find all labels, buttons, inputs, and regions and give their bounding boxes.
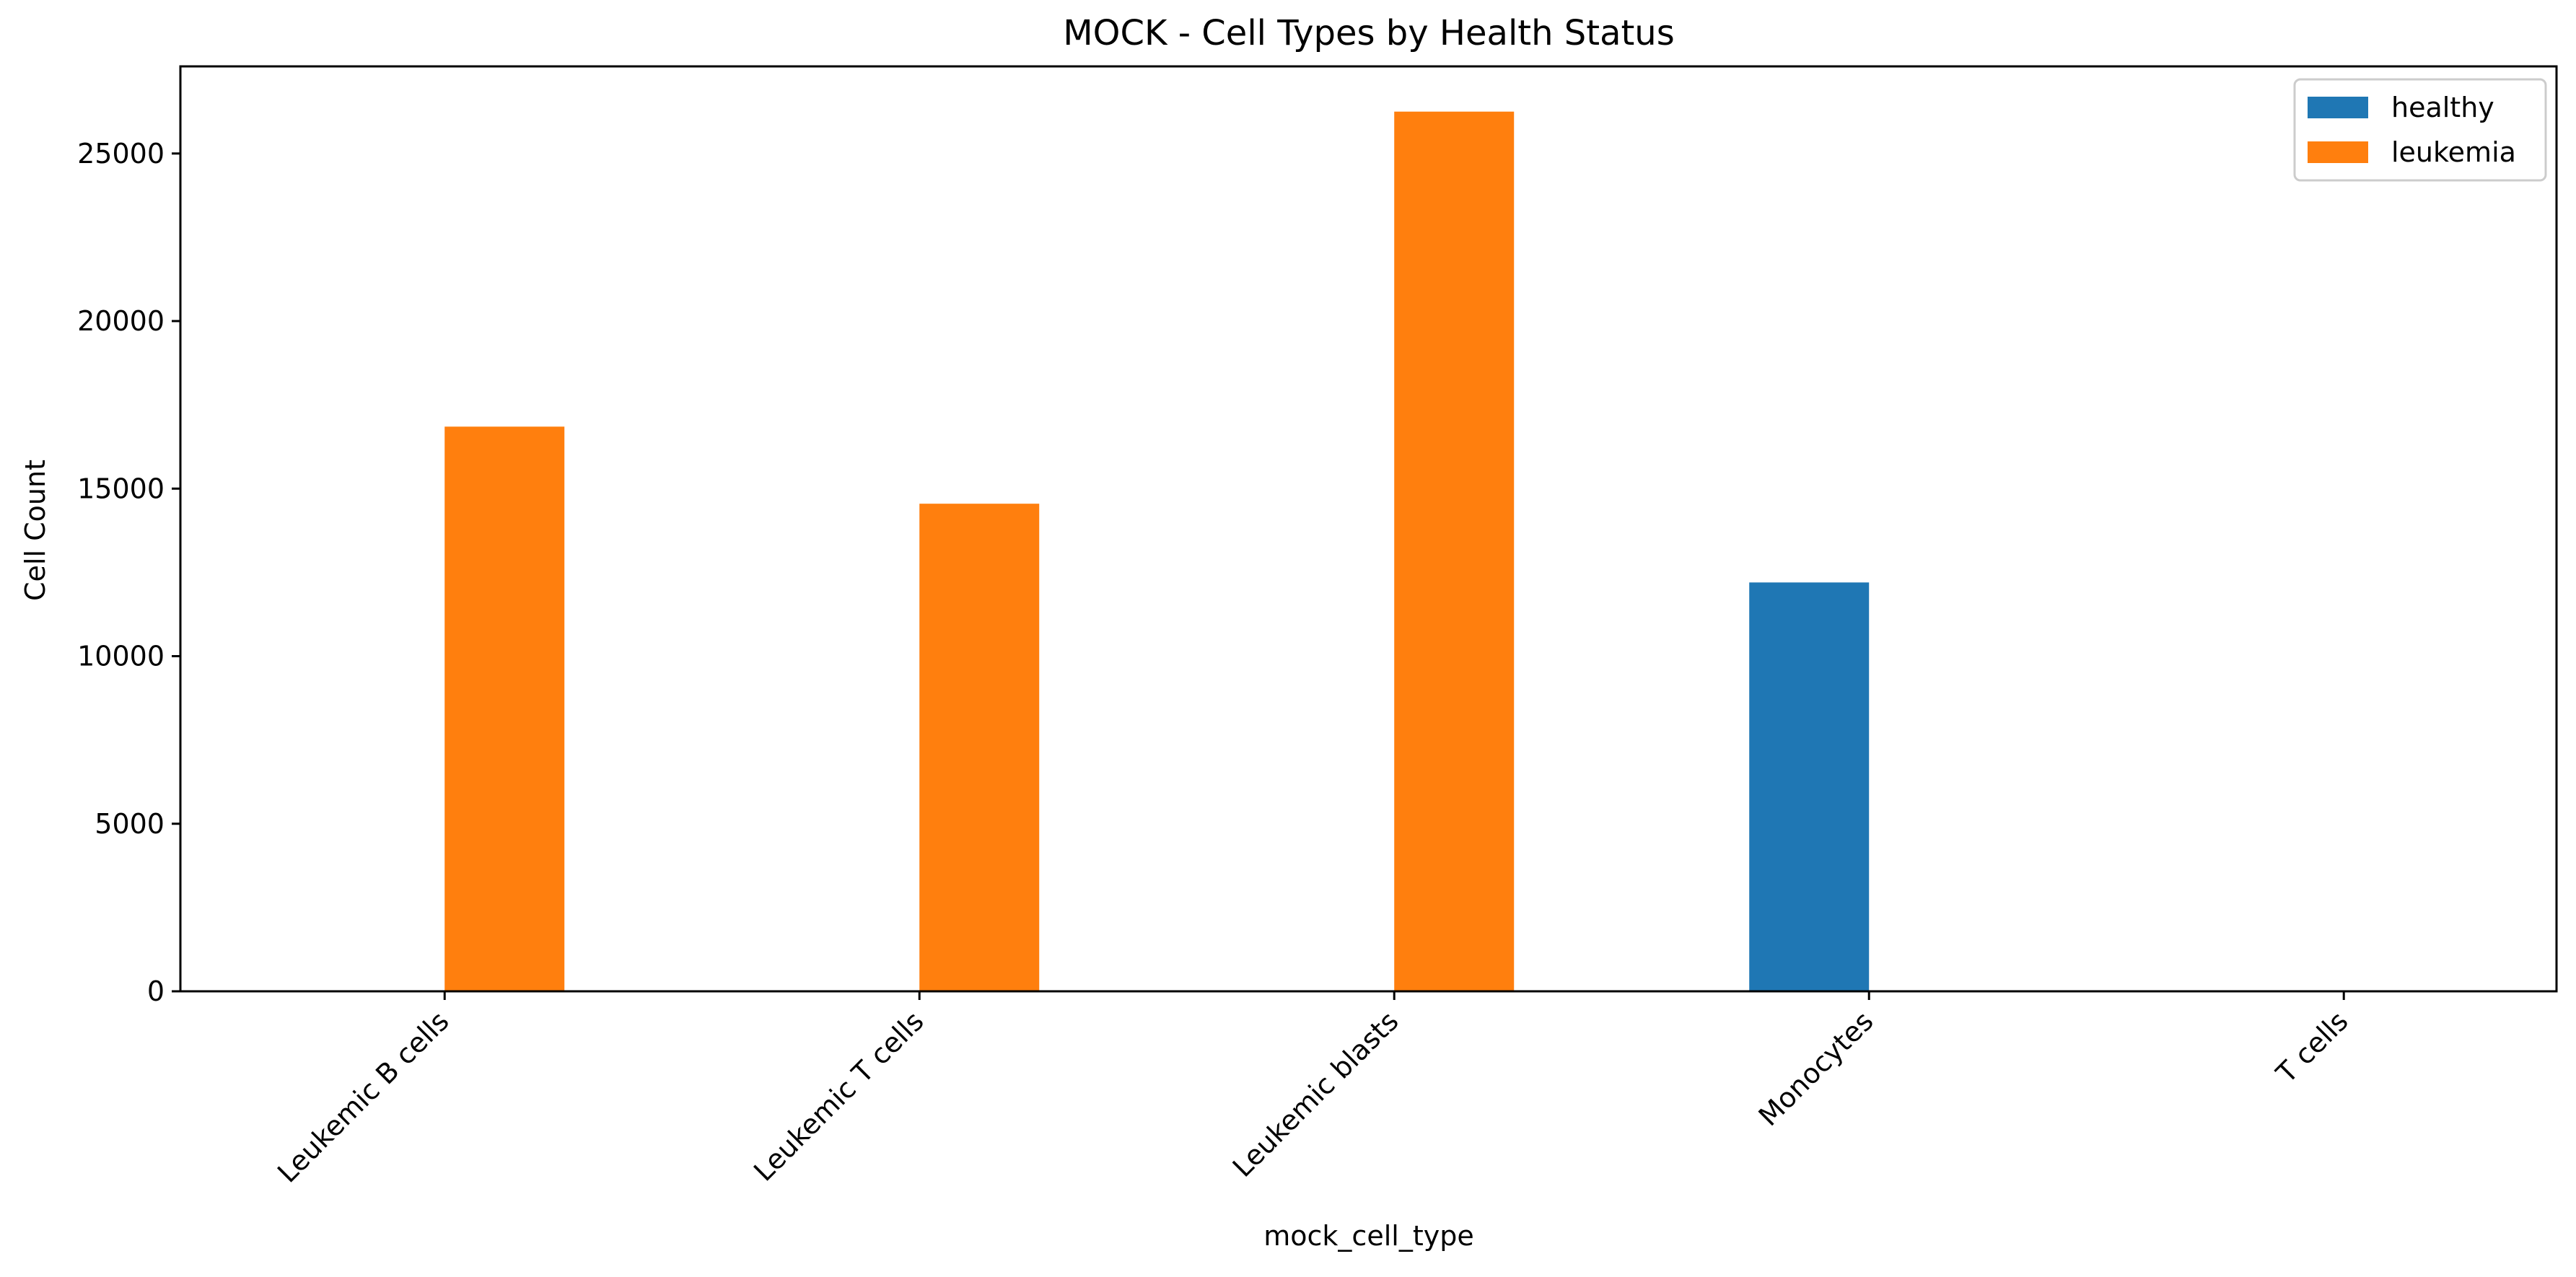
y-tick-label: 25000 <box>77 138 165 170</box>
bar-leukemia-1 <box>919 504 1040 991</box>
x-axis-label: mock_cell_type <box>1263 1220 1473 1252</box>
legend: healthy leukemia <box>2293 78 2547 182</box>
y-tick-label: 10000 <box>77 641 165 672</box>
y-ticks-group: 0 5000 10000 15000 20000 25000 <box>77 138 180 1007</box>
legend-swatch-leukemia <box>2308 141 2368 163</box>
bar-healthy-3 <box>1749 582 1870 991</box>
legend-swatch-healthy <box>2308 97 2368 118</box>
legend-label-healthy: healthy <box>2391 92 2494 123</box>
plot-area-frame <box>179 65 2558 993</box>
bars-group <box>444 111 1870 991</box>
y-tick-label: 0 <box>147 975 165 1007</box>
y-axis-label: Cell Count <box>19 460 51 601</box>
y-tick-label: 15000 <box>77 473 165 504</box>
chart-title: MOCK - Cell Types by Health Status <box>1063 13 1674 53</box>
bar-leukemia-0 <box>444 426 565 991</box>
y-tick-label: 20000 <box>77 305 165 337</box>
bar-leukemia-2 <box>1394 111 1515 991</box>
y-tick-label: 5000 <box>95 808 165 840</box>
legend-label-leukemia: leukemia <box>2391 136 2516 168</box>
